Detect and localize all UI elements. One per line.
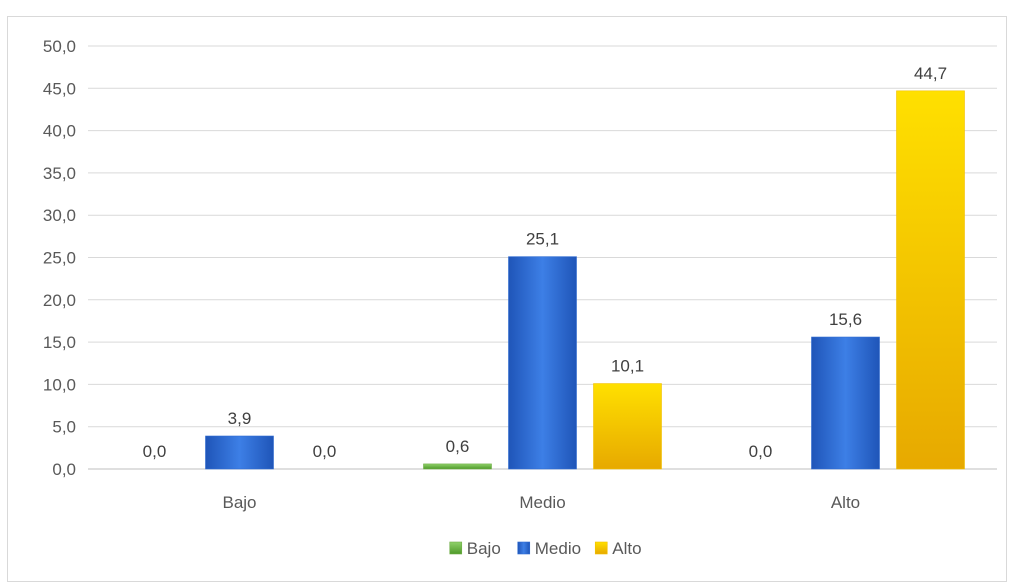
- data-label: 0,6: [446, 437, 470, 456]
- y-tick-label: 5,0: [52, 418, 76, 437]
- y-tick-label: 35,0: [43, 164, 76, 183]
- y-tick-label: 10,0: [43, 375, 76, 394]
- bar-bajo-medio: [423, 463, 492, 470]
- data-label: 25,1: [526, 230, 559, 249]
- legend-swatch: [517, 541, 531, 555]
- y-tick-label: 50,0: [43, 37, 76, 56]
- legend-label: Medio: [535, 539, 581, 558]
- legend-swatch: [449, 541, 463, 555]
- y-tick-label: 20,0: [43, 291, 76, 310]
- data-labels: 0,0 3,9 0,0 0,6 25,1 10,1 0,0 15,6 44,7: [143, 64, 947, 461]
- bar-medio-bajo: [205, 435, 274, 470]
- data-label: 44,7: [914, 64, 947, 83]
- bar-alto-medio: [593, 383, 662, 470]
- y-tick-label: 45,0: [43, 79, 76, 98]
- y-tick-label: 15,0: [43, 333, 76, 352]
- bar-medio-medio: [508, 256, 577, 470]
- y-tick-label: 40,0: [43, 122, 76, 141]
- data-label: 3,9: [228, 409, 252, 428]
- x-tick-label: Bajo: [222, 493, 256, 512]
- data-label: 0,0: [749, 442, 773, 461]
- x-tick-label: Medio: [519, 493, 565, 512]
- legend-label: Bajo: [467, 539, 501, 558]
- bars: [205, 90, 965, 470]
- y-tick-label: 30,0: [43, 206, 76, 225]
- legend-label: Alto: [612, 539, 641, 558]
- y-axis: 0,0 5,0 10,0 15,0 20,0 25,0 30,0 35,0 40,0 45,0 50…: [43, 37, 76, 479]
- legend: Bajo Medio Alto: [449, 539, 642, 558]
- y-tick-label: 0,0: [52, 460, 76, 479]
- y-tick-label: 25,0: [43, 249, 76, 268]
- data-label: 15,6: [829, 310, 862, 329]
- data-label: 0,0: [313, 442, 337, 461]
- x-axis: Bajo Medio Alto: [222, 493, 860, 512]
- legend-swatch: [594, 541, 608, 555]
- data-label: 10,1: [611, 357, 644, 376]
- legend-item-alto: Alto: [594, 539, 642, 558]
- bar-medio-alto: [811, 336, 880, 470]
- x-tick-label: Alto: [831, 493, 860, 512]
- legend-item-medio: Medio: [517, 539, 581, 558]
- data-label: 0,0: [143, 442, 167, 461]
- legend-item-bajo: Bajo: [449, 539, 501, 558]
- chart-frame: [7, 16, 1007, 582]
- bar-alto-alto: [896, 90, 965, 470]
